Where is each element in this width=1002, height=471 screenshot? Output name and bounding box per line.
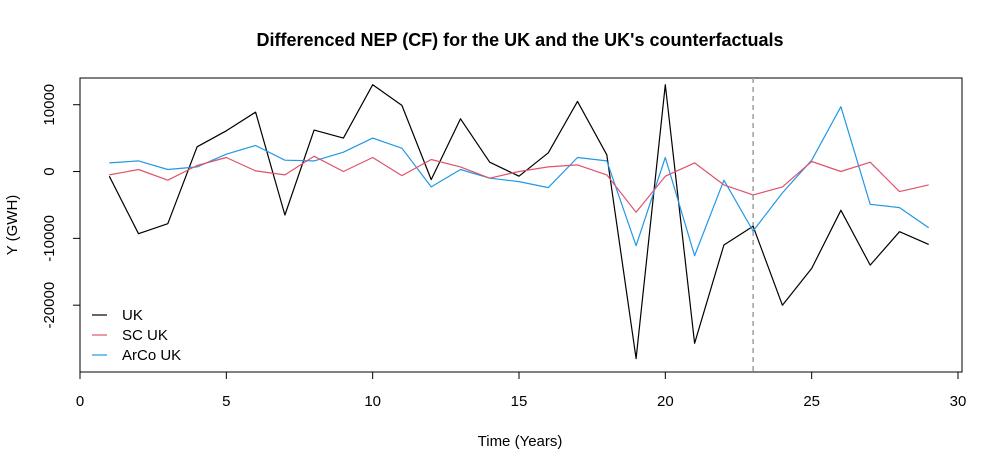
x-tick-label: 0 bbox=[76, 393, 84, 410]
x-tick-label: 30 bbox=[950, 393, 967, 410]
y-tick-label: -20000 bbox=[41, 282, 58, 329]
legend-label: SC UK bbox=[122, 327, 168, 344]
x-tick-label: 10 bbox=[364, 393, 381, 410]
series-line-arco-uk bbox=[109, 106, 930, 257]
x-tick-label: 20 bbox=[657, 393, 674, 410]
y-tick-label: 0 bbox=[41, 167, 58, 175]
x-tick-label: 5 bbox=[222, 393, 230, 410]
series-line-sc-uk bbox=[109, 155, 929, 213]
x-axis: 0 5 10 15 20 25 30 bbox=[76, 371, 967, 410]
legend-label: UK bbox=[122, 307, 143, 324]
legend: UK SC UK ArCo UK bbox=[92, 307, 181, 364]
y-axis: 10000 0 -10000 -20000 bbox=[41, 84, 81, 329]
plot-frame bbox=[79, 77, 963, 373]
x-tick-label: 15 bbox=[511, 393, 528, 410]
series-line-uk bbox=[108, 84, 929, 360]
x-tick-label: 25 bbox=[803, 393, 820, 410]
chart-title: Differenced NEP (CF) for the UK and the … bbox=[256, 30, 783, 50]
legend-label: ArCo UK bbox=[122, 347, 181, 364]
x-axis-label: Time (Years) bbox=[478, 433, 563, 450]
y-tick-label: -10000 bbox=[41, 215, 58, 262]
y-axis-label: Y (GWH) bbox=[4, 195, 21, 256]
y-tick-label: 10000 bbox=[41, 84, 58, 126]
series-layer bbox=[108, 84, 930, 360]
